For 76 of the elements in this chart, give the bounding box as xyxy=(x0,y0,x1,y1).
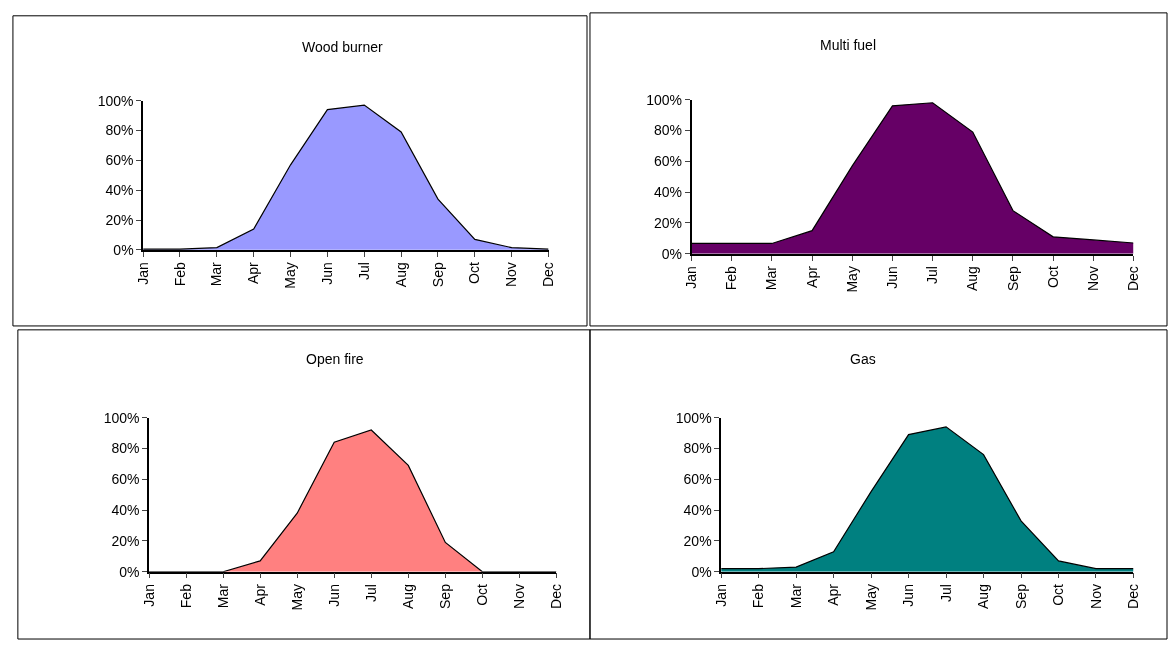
y-tick-label: 20% xyxy=(683,532,712,549)
y-tick-label: 60% xyxy=(653,153,683,170)
y-tick-label: 40% xyxy=(683,501,712,518)
x-tick-label: Mar xyxy=(763,265,780,291)
x-tick-label: Aug xyxy=(392,262,409,288)
x-tick-label: Jun xyxy=(318,262,335,285)
x-tick-label: Mar xyxy=(208,261,225,287)
x-tick-label: Jul xyxy=(362,584,379,602)
x-tick-label: Sep xyxy=(436,583,453,609)
x-tick-label: May xyxy=(288,584,305,611)
y-tick-label: 100% xyxy=(646,91,683,108)
x-tick-label: Aug xyxy=(964,266,981,292)
x-tick-label: Oct xyxy=(1044,266,1061,288)
y-tick-label: 80% xyxy=(105,122,134,139)
y-tick-label: 80% xyxy=(683,440,712,457)
x-tick-label: Jun xyxy=(900,584,917,607)
x-tick-label: Mar xyxy=(787,583,804,609)
x-tick-label: Sep xyxy=(1012,583,1029,609)
x-tick-label: Apr xyxy=(803,265,820,288)
y-tick-label: 0% xyxy=(119,563,140,580)
chart-title: Open fire xyxy=(306,351,364,367)
x-tick-label: Nov xyxy=(1087,584,1104,609)
x-tick-label: Sep xyxy=(1004,265,1021,292)
y-tick-label: 100% xyxy=(103,409,140,426)
x-tick-label: Nov xyxy=(510,584,527,609)
x-tick-label: Jul xyxy=(937,584,954,602)
x-tick-label: Apr xyxy=(245,261,262,285)
x-tick-label: Aug xyxy=(975,584,992,609)
y-tick-label: 40% xyxy=(105,182,134,199)
y-tick-label: 0% xyxy=(661,245,683,262)
y-tick-label: 60% xyxy=(111,471,140,488)
y-tick-label: 20% xyxy=(653,214,683,231)
x-tick-label: Sep xyxy=(429,262,446,288)
x-tick-label: Dec xyxy=(1125,584,1142,609)
x-tick-label: Apr xyxy=(825,583,842,606)
x-tick-label: Jan xyxy=(140,584,157,607)
chart-title: Gas xyxy=(850,351,876,367)
x-tick-label: Jun xyxy=(883,266,900,289)
y-tick-label: 20% xyxy=(111,532,140,549)
x-tick-label: Jan xyxy=(683,266,700,289)
x-tick-label: Dec xyxy=(1125,266,1142,292)
x-tick-label: Feb xyxy=(177,583,194,609)
x-tick-label: Feb xyxy=(750,583,767,609)
x-tick-label: May xyxy=(862,584,879,611)
x-tick-label: Nov xyxy=(1084,266,1101,292)
y-tick-label: 0% xyxy=(691,563,712,580)
x-tick-label: Feb xyxy=(171,262,188,287)
y-tick-label: 60% xyxy=(105,152,134,169)
x-tick-label: Oct xyxy=(466,262,483,285)
chart-title: Multi fuel xyxy=(820,37,877,53)
x-tick-label: Dec xyxy=(547,584,564,609)
x-tick-label: Apr xyxy=(251,583,268,606)
x-tick-label: Mar xyxy=(214,583,231,609)
y-tick-label: 40% xyxy=(653,184,683,201)
x-tick-label: Jan xyxy=(712,584,729,607)
x-tick-label: Oct xyxy=(473,583,490,606)
y-tick-label: 80% xyxy=(111,440,140,457)
y-tick-label: 100% xyxy=(97,92,134,109)
y-tick-label: 60% xyxy=(683,471,712,488)
y-tick-label: 40% xyxy=(111,501,140,518)
y-tick-label: 0% xyxy=(113,241,134,258)
x-tick-label: Aug xyxy=(399,584,416,609)
x-tick-label: May xyxy=(843,266,860,293)
x-tick-label: Jul xyxy=(355,262,372,281)
y-tick-label: 20% xyxy=(105,211,134,228)
x-tick-label: Jul xyxy=(924,266,941,285)
x-tick-label: Nov xyxy=(503,262,520,288)
y-tick-label: 80% xyxy=(653,122,683,139)
x-tick-label: Jan xyxy=(134,262,151,285)
y-tick-label: 100% xyxy=(675,409,712,426)
chart-title: Wood burner xyxy=(302,39,384,55)
x-tick-label: Feb xyxy=(723,265,740,291)
x-tick-label: Jun xyxy=(325,584,342,607)
x-tick-label: Dec xyxy=(540,262,557,288)
x-tick-label: Oct xyxy=(1050,583,1067,606)
x-tick-label: May xyxy=(282,262,299,289)
